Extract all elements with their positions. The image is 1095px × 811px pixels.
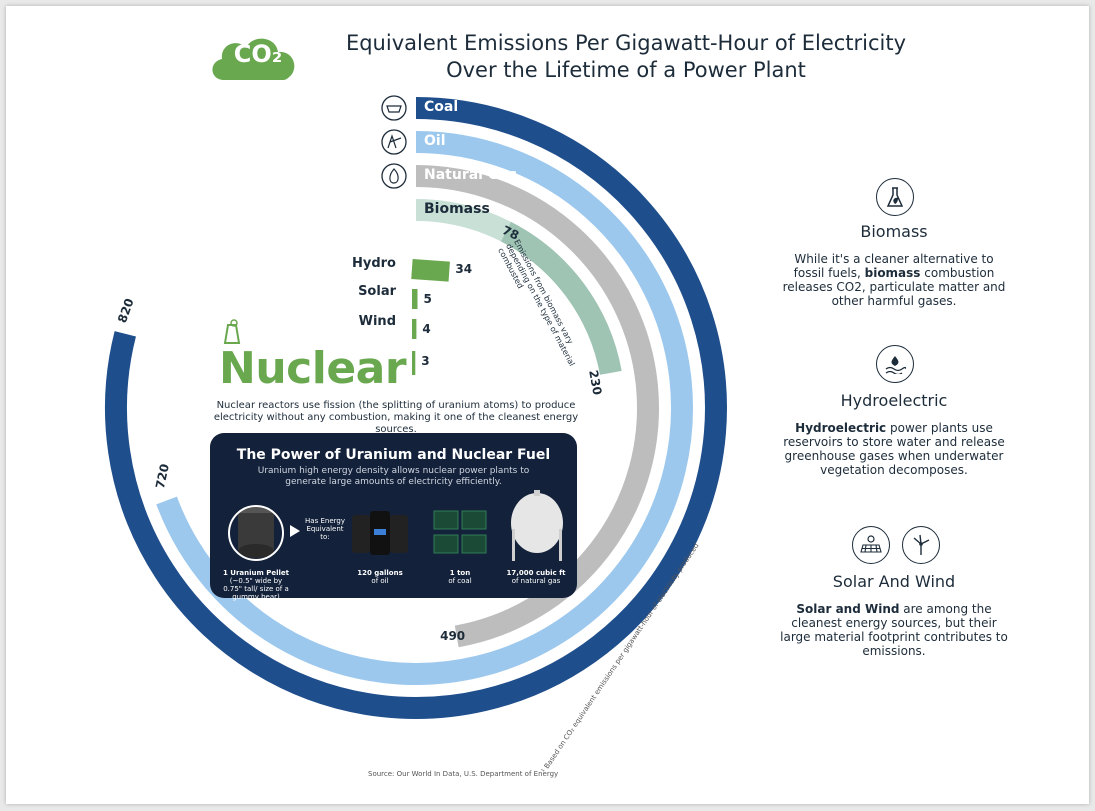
nuclear-heading: Nuclear: [219, 343, 407, 394]
nuclear-plant-icon: [223, 319, 241, 344]
hydro-title: Hydroelectric: [840, 391, 948, 410]
wind-turbine-icon: [902, 526, 940, 564]
bar-label-oil: Oil: [424, 133, 446, 149]
arrow-icon: [290, 525, 300, 537]
bar-label-hydro: Hydro: [351, 256, 396, 271]
value-label-hydro: 34: [455, 262, 473, 276]
gas-label: 17,000 cubic ft: [506, 569, 566, 577]
water-plant-icon: [876, 345, 914, 383]
nuclear-description: Nuclear reactors use fission (the splitt…: [213, 400, 579, 435]
value-label-solar: 5: [423, 292, 432, 306]
panel-title: The Power of Uranium and Nuclear Fuel: [236, 447, 551, 463]
coal-sub: of coal: [448, 577, 472, 585]
co2-badge: CO₂: [233, 40, 283, 68]
solar-panel-icon: [852, 526, 890, 564]
oil-pump-icon: [381, 129, 407, 155]
value-label-nuclear: 3: [421, 354, 430, 368]
gas-sub: of natural gas: [511, 577, 561, 585]
bar-solar: [412, 289, 418, 309]
coal-wagons-icon: [433, 510, 487, 554]
title-line-2: Over the Lifetime of a Power Plant: [446, 58, 806, 82]
pellet-label: 1 Uranium Pellet: [222, 569, 290, 577]
value-label-natural-gas: 490: [440, 629, 466, 644]
hydro-text: Hydroelectric power plants use reservoir…: [783, 421, 1005, 477]
pellet-caption: 1 Uranium Pellet (~0.5" wide by 0.75" ta…: [220, 569, 292, 601]
value-label-wind: 4: [422, 322, 431, 336]
bar-label-wind: Wind: [358, 314, 396, 329]
biomass-text: While it's a cleaner alternative to foss…: [782, 252, 1006, 308]
bar-label-natural-gas: Natural Gas: [424, 167, 518, 183]
gas-caption: 17,000 cubic ft of natural gas: [500, 569, 572, 585]
flame-icon: [381, 163, 407, 189]
bar-label-biomass: Biomass: [424, 201, 490, 217]
flask-leaf-icon: [876, 178, 914, 216]
solar-wind-text: Solar and Wind are among the cleanest en…: [780, 602, 1008, 658]
bar-biomass-range: [500, 221, 622, 375]
oil-sub: of oil: [371, 577, 389, 585]
uranium-panel: The Power of Uranium and Nuclear Fuel Ur…: [210, 433, 577, 601]
page-title: Equivalent Emissions Per Gigawatt-Hour o…: [306, 30, 946, 84]
coal-caption: 1 ton of coal: [428, 569, 492, 585]
bar-hydro: [411, 259, 450, 282]
oil-label: 120 gallons: [357, 569, 403, 577]
bar-label-solar: Solar: [358, 284, 396, 299]
bar-coal: [104, 97, 727, 719]
pellet-detail: (~0.5" wide by 0.75" tall/ size of a gum…: [223, 577, 289, 601]
biomass-title: Biomass: [860, 222, 928, 241]
coal-label: 1 ton: [449, 569, 471, 577]
uranium-pellet-icon: [228, 505, 284, 561]
bar-wind: [412, 319, 417, 339]
bar-nuclear: [412, 351, 416, 375]
panel-subtitle: Uranium high energy density allows nucle…: [257, 466, 530, 487]
oil-barrels-icon: [352, 511, 408, 555]
infographic-card: CO₂ Equivalent Emissions Per Gigawatt-Ho…: [6, 6, 1089, 804]
title-line-1: Equivalent Emissions Per Gigawatt-Hour o…: [345, 31, 907, 55]
energy-equivalent-label: Has Energy Equivalent to:: [305, 517, 345, 541]
cloud-icon: [212, 38, 295, 80]
gas-tank-icon: [511, 490, 563, 561]
source-note: Source: Our World In Data, U.S. Departme…: [368, 770, 559, 778]
bar-oil: [156, 131, 693, 685]
solar-wind-title: Solar And Wind: [832, 572, 956, 591]
oil-caption: 120 gallons of oil: [348, 569, 412, 585]
bar-label-coal: Coal: [424, 99, 459, 115]
coal-cart-icon: [381, 95, 407, 121]
